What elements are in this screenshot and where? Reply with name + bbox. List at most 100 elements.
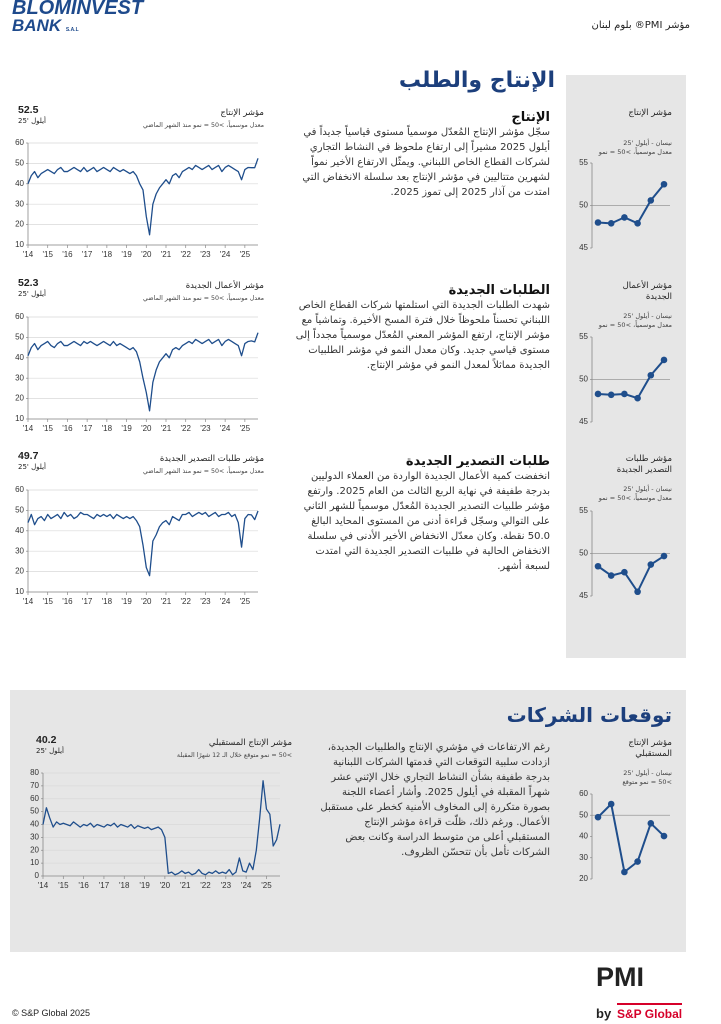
chart-subtitle: معدل موسمياً، >50 = نمو	[598, 321, 672, 329]
y-tick-label: 60	[15, 312, 24, 321]
logo-bank: BANK	[12, 16, 62, 35]
x-tick-label: '14	[23, 250, 34, 259]
y-tick-label: 20	[30, 845, 39, 854]
y-tick-label: 20	[579, 874, 588, 883]
chart-subtitle: معدل موسمياً، >50 = نمو منذ الشهر الماضي	[143, 295, 264, 302]
section-title: توقعات الشركات	[506, 703, 672, 727]
y-tick-label: 50	[30, 807, 39, 816]
x-tick-label: '18	[119, 881, 130, 890]
data-point	[660, 356, 668, 364]
chart-subtitle: نيسان - أيلول '25	[623, 485, 672, 493]
chart-subtitle: نيسان - أيلول '25	[623, 312, 672, 320]
chart: 0 10 20 30 40 50 60 70 80 '14 '15 '16 '17 '18 '19 '20 '2…	[30, 768, 281, 890]
paragraph: انخفضت كمية الأعمال الجديدة الواردة من ا…	[303, 471, 550, 572]
chart-title: مؤشر طلبات التصدير الجديدة	[159, 454, 264, 464]
pmi-logo: PMI	[596, 962, 645, 992]
latest-date: أيلول '25	[18, 290, 46, 298]
y-tick-label: 50	[15, 159, 24, 168]
data-point	[594, 219, 602, 226]
y-tick-label: 0	[35, 871, 40, 880]
x-tick-label: '17	[82, 424, 93, 433]
x-tick-label: '21	[161, 424, 172, 433]
series-line	[27, 332, 259, 412]
chart: 45 50 55	[579, 158, 670, 252]
data-point	[594, 813, 602, 821]
x-tick-label: '21	[161, 597, 172, 606]
chart: 10 20 30 40 50 60 '14 '15 '16 '17 '18 '19 '20 '21 '22 '…	[15, 138, 259, 259]
y-tick-label: 60	[30, 794, 39, 803]
data-point	[621, 214, 628, 221]
x-tick-label: '17	[82, 597, 93, 606]
text-block: الإنتاج سجّل مؤشر الإنتاج المُعدّل موسمي…	[290, 110, 550, 200]
heading: الطلبات الجديدة	[448, 283, 550, 298]
y-tick-label: 50	[15, 506, 24, 515]
y-tick-label: 20	[15, 567, 24, 576]
data-point	[660, 552, 668, 560]
text-block: طلبات التصدير الجديدة انخفضت كمية الأعما…	[290, 454, 550, 574]
y-tick-label: 10	[15, 240, 24, 249]
series-line	[42, 780, 281, 876]
data-point	[660, 180, 668, 188]
y-tick-label: 20	[15, 220, 24, 229]
logo-by: by	[596, 1006, 612, 1021]
chart-subtitle: نيسان - أيلول '25	[623, 769, 672, 777]
data-point	[607, 220, 615, 227]
chart-title: مؤشر الإنتاج المستقبلي	[208, 738, 292, 748]
x-tick-label: '23	[200, 424, 211, 433]
y-tick-label: 10	[15, 587, 24, 596]
data-point	[647, 371, 655, 379]
logo: BLOMINVEST BANK S.A.L	[12, 0, 143, 39]
x-tick-label: '24	[220, 250, 231, 259]
x-tick-label: '18	[102, 424, 113, 433]
logo-main: BLOMINVEST	[12, 0, 144, 19]
data-point	[647, 197, 655, 204]
section-title: الإنتاج والطلب	[398, 68, 555, 93]
y-tick-label: 45	[579, 591, 588, 600]
chart: 10 20 30 40 50 60 '14 '15 '16 '17 '18 '19 '20 '21 '22 '…	[15, 312, 259, 433]
heading: طلبات التصدير الجديدة	[405, 454, 550, 469]
y-tick-label: 80	[30, 768, 39, 777]
chart-subtitle: معدل موسمياً، >50 = نمو	[598, 494, 672, 502]
x-tick-label: '21	[180, 881, 191, 890]
x-tick-label: '14	[23, 597, 34, 606]
x-tick-label: '24	[220, 597, 231, 606]
y-tick-label: 10	[30, 858, 39, 867]
x-tick-label: '19	[121, 250, 132, 259]
latest-value: 49.7	[18, 450, 39, 462]
data-point	[607, 391, 615, 399]
text-block: الطلبات الجديدة شهدت الطلبات الجديدة الت…	[290, 283, 550, 373]
chart-title: مؤشر الأعمال الجديدة	[622, 281, 672, 302]
y-tick-label: 40	[579, 832, 588, 841]
x-tick-label: '22	[180, 597, 191, 606]
x-tick-label: '22	[200, 881, 211, 890]
x-tick-label: '16	[62, 597, 73, 606]
header-title: مؤشر PMI® بلوم لبنان	[591, 20, 691, 31]
x-tick-label: '17	[99, 881, 110, 890]
x-tick-label: '18	[102, 597, 113, 606]
latest-value: 40.2	[36, 734, 57, 746]
x-tick-label: '15	[42, 250, 53, 259]
x-tick-label: '24	[241, 881, 252, 890]
x-tick-label: '24	[220, 424, 231, 433]
x-tick-label: '23	[221, 881, 232, 890]
y-tick-label: 10	[15, 414, 24, 423]
x-tick-label: '20	[160, 881, 171, 890]
x-tick-label: '16	[78, 881, 89, 890]
y-tick-label: 55	[579, 506, 588, 515]
x-tick-label: '16	[62, 250, 73, 259]
data-point	[621, 568, 628, 576]
data-point	[634, 394, 641, 402]
data-point	[607, 800, 615, 808]
x-tick-label: '20	[141, 250, 152, 259]
chart: 10 20 30 40 50 60 '14 '15 '16 '17 '18 '19 '20 '21 '22 '…	[15, 485, 259, 606]
x-tick-label: '23	[200, 597, 211, 606]
chart-title: مؤشر طلبات التصدير الجديدة	[616, 454, 672, 475]
latest-date: أيلول '25	[18, 463, 46, 471]
paragraph: رغم الارتفاعات في مؤشري الإنتاج والطلبيا…	[320, 742, 550, 858]
x-tick-label: '23	[200, 250, 211, 259]
x-tick-label: '21	[161, 250, 172, 259]
y-tick-label: 20	[15, 394, 24, 403]
data-point	[660, 832, 668, 840]
chart-title: مؤشر الأعمال الجديدة	[185, 281, 264, 291]
series-line	[27, 510, 259, 577]
